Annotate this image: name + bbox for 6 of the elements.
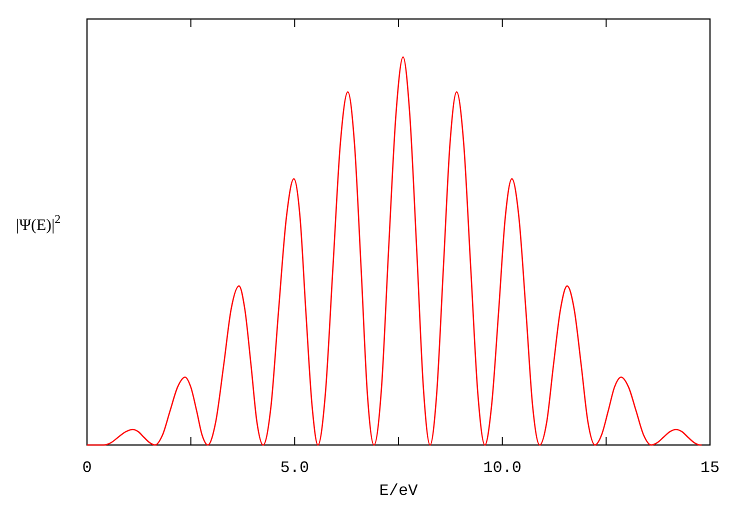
x-axis-title: E/eV [379, 482, 418, 500]
y-axis-title: |Ψ(E)|$^{2}$ [16, 212, 61, 234]
x-tick-label: 15 [700, 459, 720, 477]
x-tick-label: 10.0 [483, 459, 522, 477]
x-tick-label: 0 [82, 459, 92, 477]
x-tick-label: 5.0 [280, 459, 310, 477]
